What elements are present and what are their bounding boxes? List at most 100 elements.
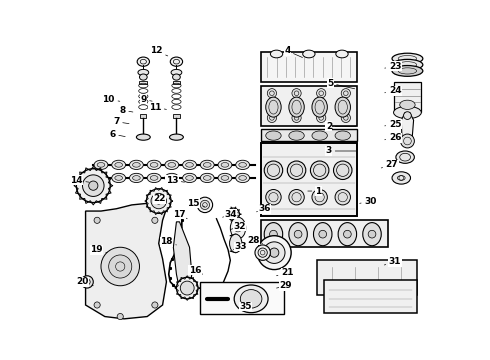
Ellipse shape [150,176,158,180]
Text: 2: 2 [326,122,356,131]
Text: 30: 30 [360,197,377,206]
Circle shape [294,230,302,238]
Ellipse shape [112,173,125,183]
Ellipse shape [236,173,249,183]
Text: 26: 26 [385,134,401,143]
Circle shape [317,89,326,98]
Bar [261,143,357,216]
Ellipse shape [94,173,108,183]
Ellipse shape [392,59,423,70]
Ellipse shape [396,151,415,163]
Circle shape [343,230,351,238]
Circle shape [89,181,98,190]
Text: 3: 3 [326,147,356,156]
Bar [140,114,147,118]
Circle shape [268,89,276,98]
Circle shape [82,175,104,197]
Bar [261,53,357,82]
Text: 9: 9 [140,95,152,104]
Text: 20: 20 [76,278,93,287]
Text: 27: 27 [381,160,398,169]
Circle shape [292,89,301,98]
Ellipse shape [186,176,194,180]
Ellipse shape [200,160,214,170]
Ellipse shape [303,50,315,58]
Circle shape [368,230,376,238]
Ellipse shape [266,97,281,117]
Circle shape [257,236,291,270]
Text: 32: 32 [230,222,246,231]
Circle shape [335,189,350,205]
Ellipse shape [150,163,158,167]
Ellipse shape [115,163,122,167]
Ellipse shape [183,173,196,183]
Ellipse shape [186,163,194,167]
Bar [140,81,147,84]
Ellipse shape [200,173,214,183]
Text: 19: 19 [90,245,107,254]
Circle shape [264,242,285,264]
Circle shape [94,302,100,308]
Circle shape [404,112,411,120]
Ellipse shape [230,217,245,239]
Polygon shape [401,112,414,143]
Ellipse shape [335,97,350,117]
Text: 35: 35 [240,302,252,311]
Circle shape [147,189,171,213]
Circle shape [270,248,279,257]
Ellipse shape [172,74,180,80]
Text: 6: 6 [109,130,125,139]
Ellipse shape [94,160,108,170]
Circle shape [292,113,301,122]
Ellipse shape [338,222,357,246]
Text: 17: 17 [173,210,187,219]
Ellipse shape [221,163,229,167]
Ellipse shape [170,134,183,140]
Ellipse shape [168,176,175,180]
Ellipse shape [270,50,283,58]
Circle shape [311,161,329,180]
Text: 11: 11 [148,103,167,112]
Circle shape [200,200,210,210]
Bar [261,130,357,141]
Circle shape [268,113,276,122]
Circle shape [341,89,350,98]
Bar [199,282,284,314]
Bar [172,81,180,84]
Ellipse shape [264,222,283,246]
Circle shape [312,189,327,205]
Circle shape [76,169,110,203]
Circle shape [152,217,158,223]
Ellipse shape [239,163,246,167]
Text: 28: 28 [247,236,263,245]
Circle shape [270,230,277,238]
Circle shape [94,217,100,223]
Circle shape [258,248,268,257]
Ellipse shape [312,131,327,140]
Ellipse shape [129,173,144,183]
Text: 34: 34 [222,210,237,219]
Ellipse shape [229,234,242,253]
Ellipse shape [171,57,183,66]
Text: 16: 16 [189,266,203,275]
Bar [261,220,388,247]
Ellipse shape [147,173,161,183]
Ellipse shape [136,134,150,140]
Ellipse shape [97,176,105,180]
Ellipse shape [266,131,281,140]
Ellipse shape [129,160,144,170]
Ellipse shape [115,176,122,180]
Text: 13: 13 [166,176,184,185]
Ellipse shape [137,57,149,66]
Ellipse shape [112,160,125,170]
Ellipse shape [171,69,182,76]
Circle shape [264,161,283,180]
Circle shape [176,277,198,299]
Ellipse shape [221,176,229,180]
Ellipse shape [138,69,149,76]
Bar [393,82,421,112]
Text: 7: 7 [113,117,129,126]
Ellipse shape [335,131,350,140]
Ellipse shape [140,74,147,80]
Ellipse shape [147,160,161,170]
